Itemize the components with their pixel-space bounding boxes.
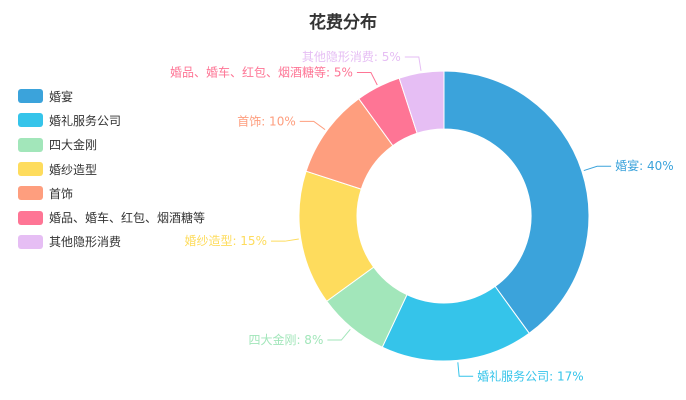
legend-label: 四大金刚 (49, 138, 98, 153)
legend-item-jewelry[interactable]: 首饰 (18, 181, 205, 205)
legend: 婚宴 婚礼服务公司 四大金刚 婚纱造型 首饰 婚品、婚车、红包、烟酒糖等 其他隐… (18, 84, 205, 254)
leader-line (356, 72, 378, 86)
legend-label: 婚宴 (49, 89, 74, 104)
slice-label: 四大金刚: 8% (248, 332, 323, 347)
slice-label: 婚品、婚车、红包、烟酒糖等: 5% (170, 65, 353, 80)
legend-label: 其他隐形消费 (49, 235, 122, 250)
legend-item-four-vendors[interactable]: 四大金刚 (18, 133, 205, 157)
leader-line (299, 120, 326, 131)
legend-item-wedding-banquet[interactable]: 婚宴 (18, 84, 205, 108)
legend-swatch (18, 113, 43, 128)
slice-label: 首饰: 10% (237, 114, 296, 128)
slice-label: 婚礼服务公司: 17% (477, 368, 584, 383)
legend-swatch (18, 137, 43, 152)
legend-label: 婚礼服务公司 (49, 113, 122, 128)
legend-label: 婚纱造型 (49, 162, 98, 177)
legend-item-hidden-costs[interactable]: 其他隐形消费 (18, 230, 205, 254)
legend-label: 婚品、婚车、红包、烟酒糖等 (49, 211, 206, 226)
legend-swatch (18, 234, 43, 249)
leader-line (404, 56, 422, 71)
legend-swatch (18, 210, 43, 225)
slice-wedding-banquet[interactable] (443, 70, 590, 335)
slice-label: 其他隐形消费: 5% (302, 50, 401, 64)
slice-label: 婚纱造型: 15% (184, 234, 267, 248)
chart-title: 花费分布 (309, 13, 377, 33)
legend-item-dress-styling[interactable]: 婚纱造型 (18, 157, 205, 181)
legend-item-wedding-service[interactable]: 婚礼服务公司 (18, 108, 205, 132)
legend-swatch (18, 89, 43, 104)
leader-line (270, 238, 299, 242)
slice-label: 婚宴: 40% (615, 158, 674, 173)
legend-label: 首饰 (49, 186, 74, 201)
slice-hidden-costs[interactable] (398, 70, 445, 134)
legend-swatch (18, 186, 43, 201)
leader-line (583, 165, 612, 172)
legend-swatch (18, 162, 43, 177)
leader-line (327, 328, 351, 341)
legend-item-supplies[interactable]: 婚品、婚车、红包、烟酒糖等 (18, 205, 205, 229)
leader-line (457, 362, 474, 377)
